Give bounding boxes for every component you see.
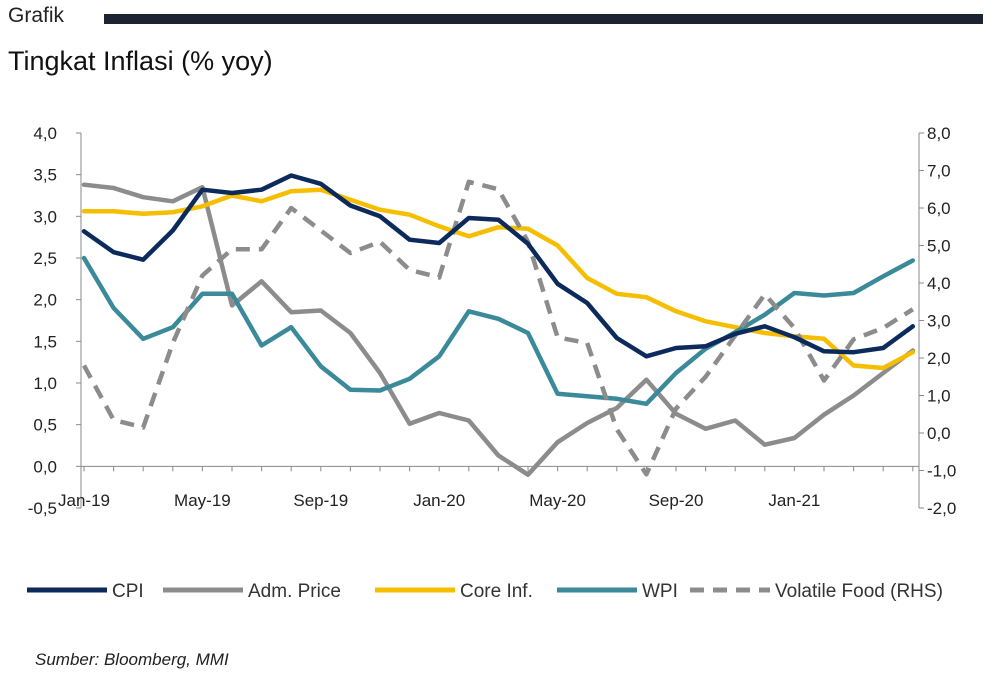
series-line-core-inf bbox=[81, 187, 916, 371]
legend-label: Adm. Price bbox=[248, 581, 341, 602]
x-tick-label: May-19 bbox=[174, 491, 231, 510]
right-tick-label: 5,0 bbox=[927, 237, 951, 256]
right-tick-label: 4,0 bbox=[927, 274, 951, 293]
legend-label: WPI bbox=[642, 581, 678, 602]
section-label: Grafik bbox=[8, 4, 65, 27]
left-tick-label: 2,0 bbox=[33, 291, 57, 310]
right-tick-label: 8,0 bbox=[927, 124, 951, 143]
left-tick-label: 0,0 bbox=[33, 457, 57, 476]
x-tick-label: Jan-19 bbox=[58, 491, 110, 510]
left-tick-label: 1,5 bbox=[33, 332, 57, 351]
left-tick-label: 0,5 bbox=[33, 416, 57, 435]
series-line-volatile-food-rhs bbox=[82, 179, 915, 477]
series-line-cpi bbox=[81, 173, 916, 359]
right-tick-label: 0,0 bbox=[927, 424, 951, 443]
right-tick-label: 1,0 bbox=[927, 387, 951, 406]
left-tick-label: 4,0 bbox=[33, 124, 57, 143]
x-tick-label: Jan-21 bbox=[768, 491, 820, 510]
right-tick-label: 7,0 bbox=[927, 162, 951, 181]
right-tick-label: 6,0 bbox=[927, 199, 951, 218]
right-tick-label: 2,0 bbox=[927, 349, 951, 368]
section-divider bbox=[104, 14, 983, 24]
right-tick-label: -2,0 bbox=[927, 499, 956, 518]
source-note: Sumber: Bloomberg, MMI bbox=[35, 650, 229, 669]
right-tick-label: -1,0 bbox=[927, 462, 956, 481]
x-tick-label: Jan-20 bbox=[413, 491, 465, 510]
left-tick-label: -0,5 bbox=[28, 499, 57, 518]
legend: CPI Adm. Price Core Inf. WPI Volatile Food (… bbox=[27, 581, 943, 602]
x-tick-label: Sep-20 bbox=[649, 491, 704, 510]
x-tick-label: May-20 bbox=[529, 491, 586, 510]
legend-label: Volatile Food (RHS) bbox=[775, 581, 943, 602]
series-line-adm-price bbox=[81, 182, 916, 477]
left-tick-label: 1,0 bbox=[33, 374, 57, 393]
left-tick-label: 3,0 bbox=[33, 207, 57, 226]
legend-label: Core Inf. bbox=[460, 581, 533, 602]
chart-title: Tingkat Inflasi (% yoy) bbox=[8, 46, 273, 76]
series-line-wpi bbox=[81, 255, 916, 407]
axes: -0,5 0,0 0,5 1,0 1,5 2,0 2,5 3,0 3,5 4,0 -2,0 -1,0 0… bbox=[28, 124, 957, 518]
left-tick-label: 2,5 bbox=[33, 249, 57, 268]
x-tick-label: Sep-19 bbox=[293, 491, 348, 510]
series-lines bbox=[81, 173, 916, 477]
right-tick-label: 3,0 bbox=[927, 312, 951, 331]
left-tick-label: 3,5 bbox=[33, 166, 57, 185]
legend-label: CPI bbox=[112, 581, 144, 602]
